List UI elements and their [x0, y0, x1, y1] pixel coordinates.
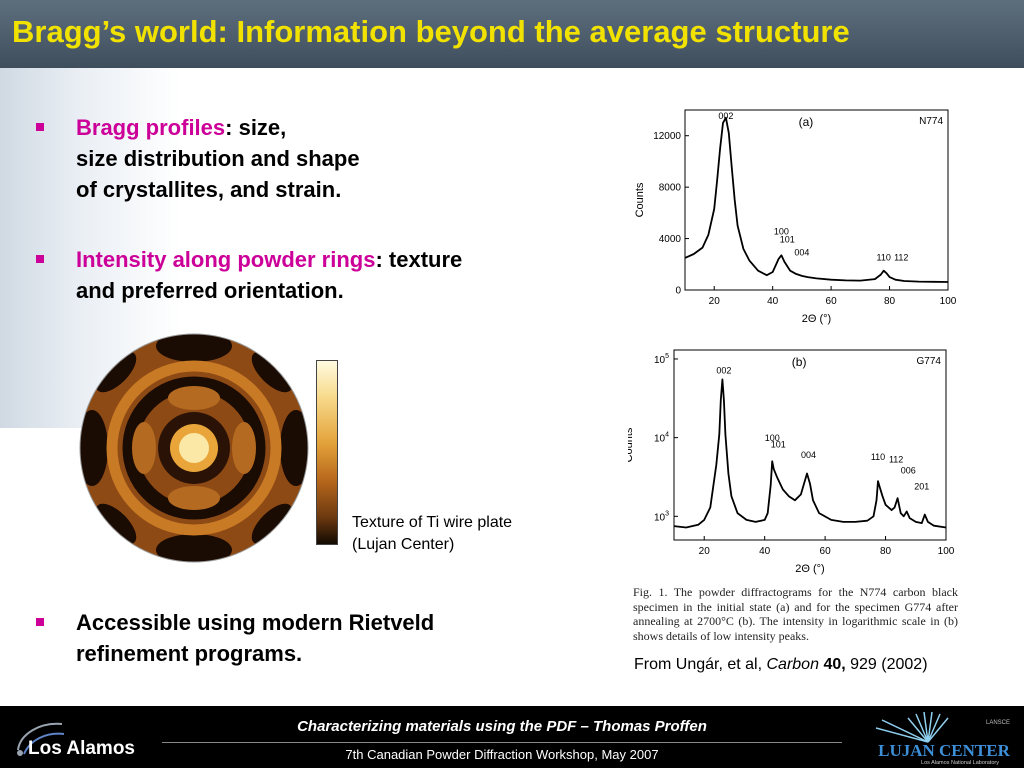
citation-pages: 929 (2002)	[845, 656, 928, 673]
citation-prefix: From Ungár, et al,	[634, 656, 767, 673]
y-tick-label: 4000	[659, 234, 682, 245]
bullet-square-icon	[36, 618, 44, 626]
peak-label: 006	[901, 466, 916, 476]
sample-label: N774	[919, 116, 943, 127]
lujan-wordmark: LUJAN CENTER	[878, 741, 1010, 760]
lujan-lansce-label: LANSCE	[986, 720, 1010, 726]
peak-label: 100	[774, 227, 789, 237]
y-tick-label: 104	[654, 432, 669, 445]
x-tick-label: 20	[709, 296, 721, 307]
y-tick-label: 0	[675, 286, 681, 297]
bullet-text: : size,	[225, 115, 287, 140]
x-tick-label: 40	[767, 296, 779, 307]
bullet-text: refinement programs.	[76, 641, 303, 666]
bullet-square-icon	[36, 255, 44, 263]
slide-title: Bragg’s world: Information beyond the av…	[12, 14, 850, 49]
peak-label: 004	[794, 247, 809, 257]
peak-label: 100	[765, 433, 780, 443]
texture-caption: Texture of Ti wire plate (Lujan Center)	[352, 512, 512, 556]
footer-title: Characterizing materials using the PDF –…	[297, 718, 707, 735]
texture-caption-line: (Lujan Center)	[352, 536, 455, 553]
x-tick-label: 20	[699, 546, 711, 557]
pole-figure-image	[79, 333, 309, 563]
lujan-center-logo: LANSCE LUJAN CENTER Los Alamos National …	[875, 711, 1011, 766]
x-axis-label: 2Θ (°)	[795, 563, 824, 575]
los-alamos-wordmark: Los Alamos	[28, 738, 135, 759]
citation: From Ungár, et al, Carbon 40, 929 (2002)	[634, 656, 928, 674]
bullet-text: of crystallites, and strain.	[76, 177, 342, 202]
peak-label: 110	[877, 252, 891, 262]
bullet-highlight: Intensity along powder rings	[76, 247, 376, 272]
peak-label: 002	[716, 366, 731, 376]
x-tick-label: 60	[826, 296, 838, 307]
x-tick-label: 60	[820, 546, 832, 557]
y-tick-exponent: 4	[665, 432, 669, 439]
bullet-text: and preferred orientation.	[76, 278, 344, 303]
title-bar: Bragg’s world: Information beyond the av…	[0, 0, 1024, 68]
data-line	[673, 378, 947, 529]
peak-label: 004	[801, 450, 816, 460]
y-axis-label: Counts	[628, 427, 635, 462]
y-tick-exponent: 3	[665, 510, 669, 517]
bullet-text: : texture	[375, 247, 463, 272]
sample-label: G774	[917, 356, 942, 367]
plot-frame	[673, 349, 947, 541]
bullet-text: size distribution and shape	[76, 146, 360, 171]
panel-label: (b)	[792, 355, 807, 369]
plot-frame	[684, 109, 949, 291]
x-tick-label: 80	[880, 546, 892, 557]
texture-caption-line: Texture of Ti wire plate	[352, 514, 513, 531]
peak-label: 002	[718, 111, 733, 121]
x-axis-label: 2Θ (°)	[802, 313, 831, 325]
diffractogram-plot-a: 20 40 60 80 10004000800012000002100101004110…	[634, 109, 957, 325]
footer-subtitle: 7th Canadian Powder Diffraction Workshop…	[345, 747, 659, 762]
citation-journal: Carbon	[766, 656, 819, 673]
footer-bar: Characterizing materials using the PDF –…	[0, 706, 1024, 768]
footer-divider	[162, 742, 842, 743]
x-tick-label: 100	[940, 296, 957, 307]
bullet-square-icon	[36, 123, 44, 131]
color-scale-bar	[316, 360, 338, 545]
los-alamos-logo: Los Alamos	[17, 722, 135, 759]
y-tick-exponent: 5	[665, 353, 669, 360]
bullet-highlight: Bragg profiles	[76, 115, 226, 140]
data-line	[684, 116, 949, 283]
peak-label: 112	[889, 455, 903, 465]
bullet-text: Accessible using modern Rietveld	[76, 610, 435, 635]
y-tick-label: 8000	[659, 183, 682, 194]
peak-label: 112	[894, 252, 908, 262]
x-tick-label: 80	[884, 296, 896, 307]
y-tick-label: 12000	[653, 131, 681, 142]
y-tick-label: 103	[654, 510, 669, 523]
figure-caption: Fig. 1. The powder diffractograms for th…	[633, 585, 958, 643]
lujan-sub-label: Los Alamos National Laboratory	[921, 760, 999, 766]
x-tick-label: 40	[759, 546, 771, 557]
peak-label: 201	[914, 481, 929, 491]
peak-label: 101	[771, 439, 786, 449]
y-tick-label: 105	[654, 353, 669, 366]
peak-label: 110	[871, 452, 885, 462]
y-axis-label: Counts	[634, 182, 646, 217]
x-tick-label: 100	[938, 546, 955, 557]
panel-label: (a)	[799, 115, 814, 129]
peak-label: 101	[780, 234, 795, 244]
citation-volume: 40,	[823, 656, 846, 673]
